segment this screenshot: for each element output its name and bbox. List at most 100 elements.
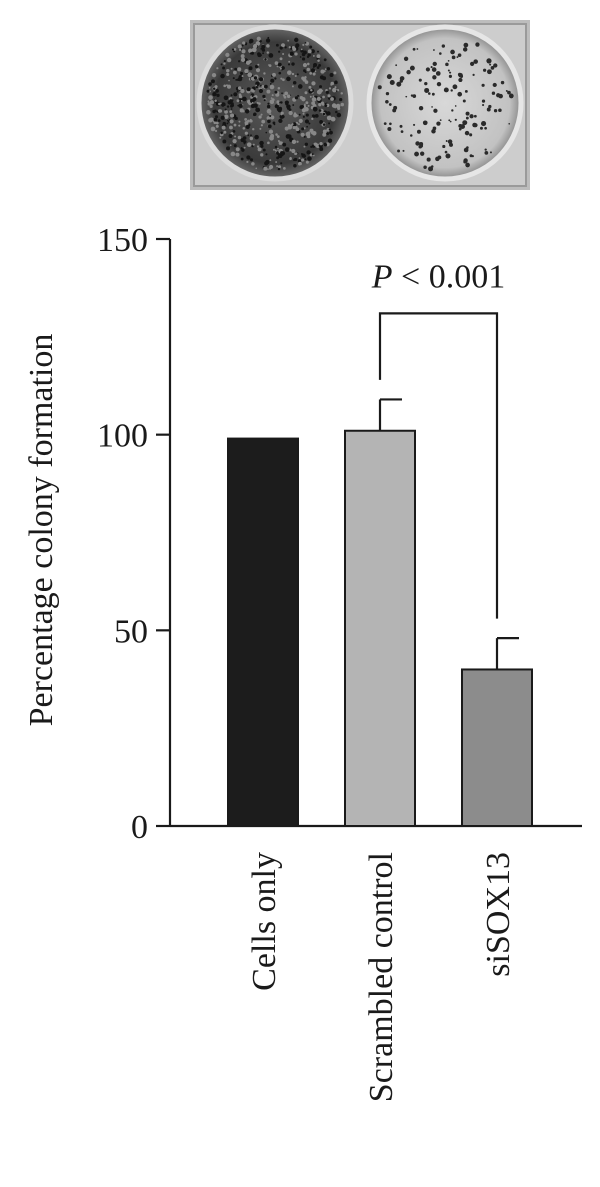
colony-dot [284, 100, 289, 105]
colony-dot [466, 146, 469, 149]
colony-dot [298, 161, 302, 166]
colony-dot [253, 76, 258, 80]
colony-dot [238, 94, 243, 99]
colony-dot [266, 44, 270, 48]
colony-dot [310, 145, 313, 149]
colony-dot [300, 48, 303, 51]
colony-dot [418, 105, 424, 111]
colony-dot [228, 79, 230, 82]
colony-dot [300, 132, 305, 137]
colony-dot [267, 119, 271, 124]
colony-dot [238, 103, 243, 108]
colony-dot [207, 100, 210, 103]
colony-dot [277, 103, 280, 106]
colony-dot [232, 70, 237, 75]
colony-dot [431, 92, 435, 96]
colony-dot [277, 139, 280, 142]
colony-dot [265, 38, 271, 43]
colony-dot [237, 44, 242, 49]
y-tick-label: 0 [131, 809, 148, 846]
colony-dot [431, 67, 437, 72]
colony-dot [215, 89, 219, 93]
colony-dot [274, 77, 277, 80]
colony-dot [508, 93, 514, 99]
colony-dot [248, 59, 252, 64]
colony-dot [229, 99, 233, 103]
colony-dot [277, 147, 279, 150]
colony-dot [255, 84, 258, 87]
colony-dot [292, 104, 295, 107]
colony-dot [248, 48, 253, 54]
colony-dot [259, 140, 264, 146]
colony-dot [208, 82, 212, 86]
colony-dot [256, 101, 259, 104]
colony-dot [266, 104, 271, 109]
colony-dot [269, 114, 272, 117]
colony-dot [252, 97, 257, 102]
colony-dot [287, 70, 292, 75]
colony-dot [279, 67, 282, 70]
colony-dot [334, 106, 337, 109]
colony-dot [267, 36, 270, 39]
colony-dot [462, 47, 468, 52]
colony-dot [246, 87, 251, 92]
colony-dot [490, 66, 495, 70]
colony-dot [310, 88, 313, 92]
colony-dot [267, 124, 272, 129]
colony-dot [274, 149, 277, 152]
plate-cells-only [196, 24, 354, 182]
colony-dot [418, 78, 422, 82]
colony-dot [406, 69, 411, 75]
colony-dot [233, 92, 238, 97]
colony-dot [276, 165, 279, 168]
colony-dot [259, 127, 262, 130]
colony-dot [377, 85, 382, 90]
colony-dot [214, 115, 218, 119]
colony-dot [223, 62, 226, 65]
colony-dot [237, 67, 242, 72]
colony-dot [300, 49, 304, 53]
colony-dot [259, 147, 262, 151]
colony-dot [295, 152, 298, 155]
colony-dot [500, 80, 505, 85]
colony-dot [326, 67, 331, 71]
colony-dot [222, 139, 227, 144]
colony-dot [304, 91, 308, 95]
colony-dot [336, 112, 342, 118]
colony-dot [319, 85, 323, 89]
colony-dot [243, 142, 246, 145]
colony-dot [281, 115, 285, 119]
colony-dot [409, 65, 415, 71]
colony-dots-sparse [377, 42, 514, 172]
colony-dot [322, 76, 327, 81]
colony-dot [320, 69, 325, 74]
colony-dot [241, 75, 244, 78]
colony-dot [211, 72, 217, 78]
colony-dot [318, 88, 323, 93]
colony-dot [212, 87, 216, 90]
y-tick-label: 100 [97, 418, 148, 455]
x-category-label: Cells only [246, 852, 283, 991]
colony-dot [223, 60, 226, 63]
colony-dot [450, 49, 455, 55]
colony-dot [326, 132, 330, 135]
colony-dot [291, 72, 295, 76]
colony-dot [208, 86, 211, 89]
colony-dot [240, 88, 245, 94]
colony-dot [295, 127, 300, 132]
colony-dot [280, 44, 284, 47]
colony-dot [322, 95, 325, 99]
colony-dot [231, 48, 235, 51]
colony-dot [214, 109, 217, 113]
colony-dot [234, 135, 237, 138]
colony-dot [465, 111, 470, 116]
colony-dot [433, 49, 435, 51]
y-axis-title: Percentage colony formation [23, 334, 60, 727]
colony-dot [240, 147, 243, 150]
colony-dot [301, 57, 306, 61]
colony-dot [220, 115, 225, 120]
colony-dot [220, 102, 226, 107]
colony-dot [243, 146, 246, 149]
colony-dot [269, 84, 275, 90]
